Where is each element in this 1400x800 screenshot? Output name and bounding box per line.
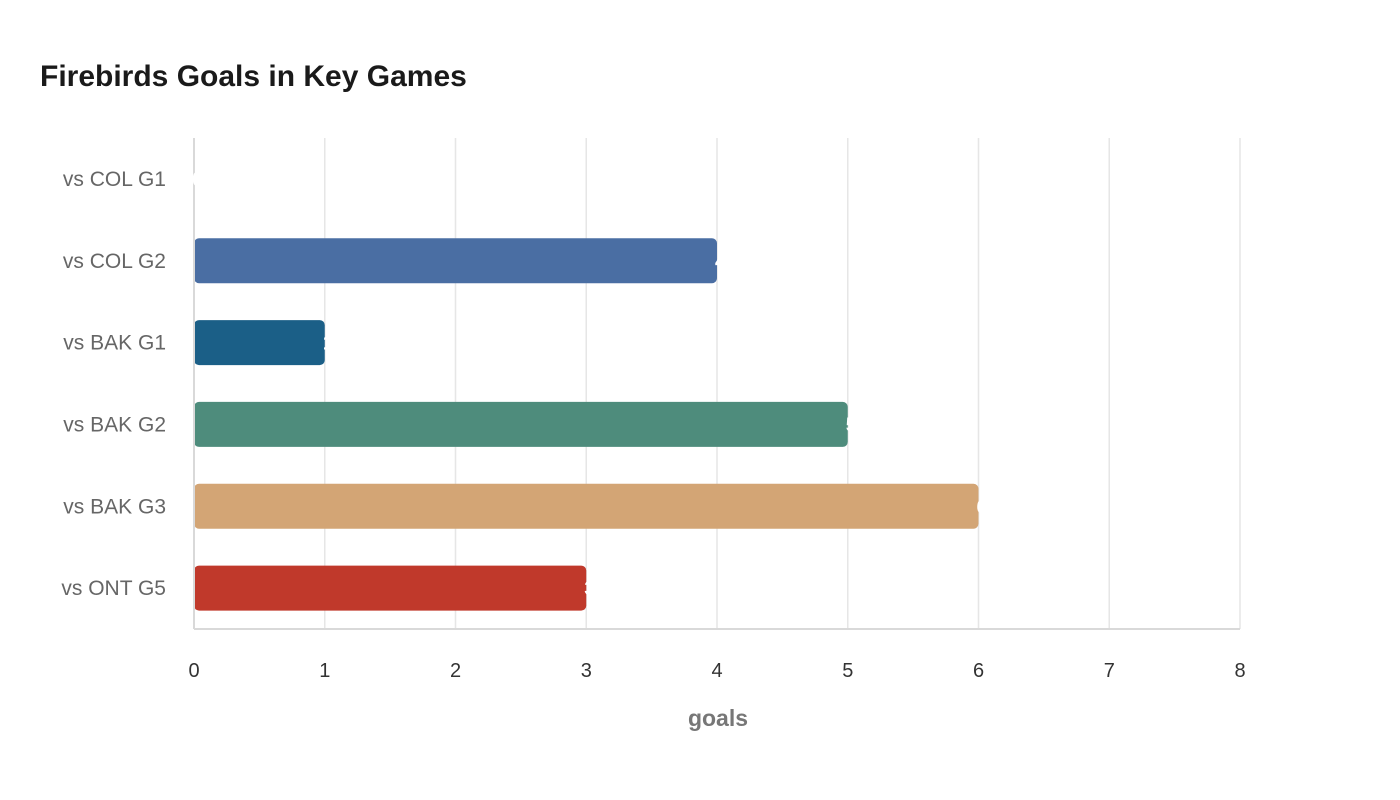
y-category-label: vs BAK G2 <box>63 413 166 436</box>
x-axis-title: goals <box>688 705 748 731</box>
y-category-label: vs COL G2 <box>63 250 166 273</box>
bars <box>194 238 979 611</box>
x-tick-label: 7 <box>1104 660 1115 682</box>
bar-value-label: 6 <box>977 496 988 518</box>
x-tick-label: 0 <box>188 660 199 682</box>
bar <box>194 320 325 366</box>
y-category-label: vs BAK G1 <box>63 332 166 355</box>
bar <box>194 483 979 529</box>
bar-value-label: 0 <box>192 169 203 191</box>
chart-title: Firebirds Goals in Key Games <box>40 60 467 93</box>
y-category-label: vs COL G1 <box>63 168 166 191</box>
bar <box>194 238 717 284</box>
x-tick-label: 1 <box>319 660 330 682</box>
bar-value-label: 1 <box>323 333 334 355</box>
axes <box>193 138 1240 630</box>
y-category-label: vs ONT G5 <box>61 577 166 600</box>
x-tick-label: 5 <box>842 660 853 682</box>
grid-lines <box>324 138 1241 629</box>
bar-value-label: 4 <box>715 251 727 273</box>
bar-value-label: 5 <box>846 414 857 436</box>
y-category-label: vs BAK G3 <box>63 495 166 518</box>
x-tick-label: 3 <box>581 660 592 682</box>
x-tick-label: 8 <box>1234 660 1245 682</box>
x-tick-label: 4 <box>711 660 722 682</box>
bar-value-label: 3 <box>584 578 595 600</box>
x-tick-label: 2 <box>450 660 461 682</box>
x-tick-label: 6 <box>973 660 984 682</box>
labels: 0 1 2 3 4 5 6 7 8 vs COL G1 0 vs COL G2 4 vs BAK G1 1 v… <box>61 168 1245 682</box>
bar <box>194 565 587 611</box>
bar <box>194 401 848 447</box>
